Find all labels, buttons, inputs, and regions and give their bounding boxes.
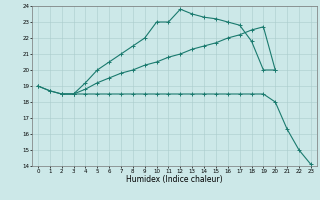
X-axis label: Humidex (Indice chaleur): Humidex (Indice chaleur) xyxy=(126,175,223,184)
